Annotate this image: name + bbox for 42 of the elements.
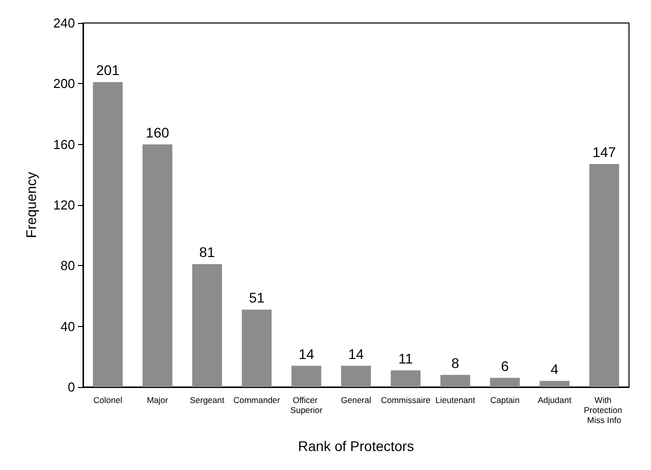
x-tick-label: Commissaire: [380, 395, 431, 405]
bar: [341, 366, 371, 387]
data-label: 14: [348, 346, 364, 362]
bar: [192, 264, 222, 387]
bar: [142, 144, 172, 387]
x-axis-title: Rank of Protectors: [298, 438, 414, 454]
x-tick-label: Sergeant: [190, 395, 225, 405]
data-label: 201: [96, 62, 120, 78]
x-tick-label: With Protection Miss Info: [584, 395, 624, 425]
x-tick-label: Lieutenant: [435, 395, 476, 405]
x-tick-label: Major: [146, 395, 168, 405]
x-tick-label: Adjudant: [538, 395, 572, 405]
y-tick-label: 0: [68, 380, 75, 394]
x-tick-label: Commander: [233, 395, 280, 405]
data-label: 4: [550, 360, 559, 377]
y-tick-label: 120: [53, 198, 75, 212]
x-tick-label: Officer Superior: [290, 395, 323, 415]
bar: [490, 378, 520, 387]
bar: [92, 82, 123, 387]
data-label: 160: [146, 124, 170, 140]
bar: [540, 380, 570, 387]
y-axis-title: Frequency: [23, 172, 39, 238]
y-tick-label: 80: [60, 258, 75, 274]
bar: [390, 370, 421, 387]
data-label: 14: [298, 346, 314, 362]
x-tick-label: Colonel: [93, 395, 122, 405]
x-tick-label: General: [340, 395, 372, 405]
data-label: 6: [501, 358, 510, 374]
y-tick-label: 160: [53, 136, 75, 152]
bar: [440, 374, 470, 387]
bar: [242, 310, 272, 387]
y-tick-label: 200: [53, 76, 75, 92]
y-tick-label: 240: [53, 16, 75, 30]
y-tick-label: 40: [60, 318, 75, 334]
data-label: 147: [592, 144, 616, 160]
bar: [291, 366, 322, 387]
bar: [589, 164, 620, 387]
data-label: 51: [248, 290, 265, 306]
x-tick-label: Captain: [490, 395, 520, 405]
data-label: 11: [398, 350, 414, 366]
data-label: 8: [451, 354, 460, 371]
data-label: 81: [199, 244, 216, 260]
